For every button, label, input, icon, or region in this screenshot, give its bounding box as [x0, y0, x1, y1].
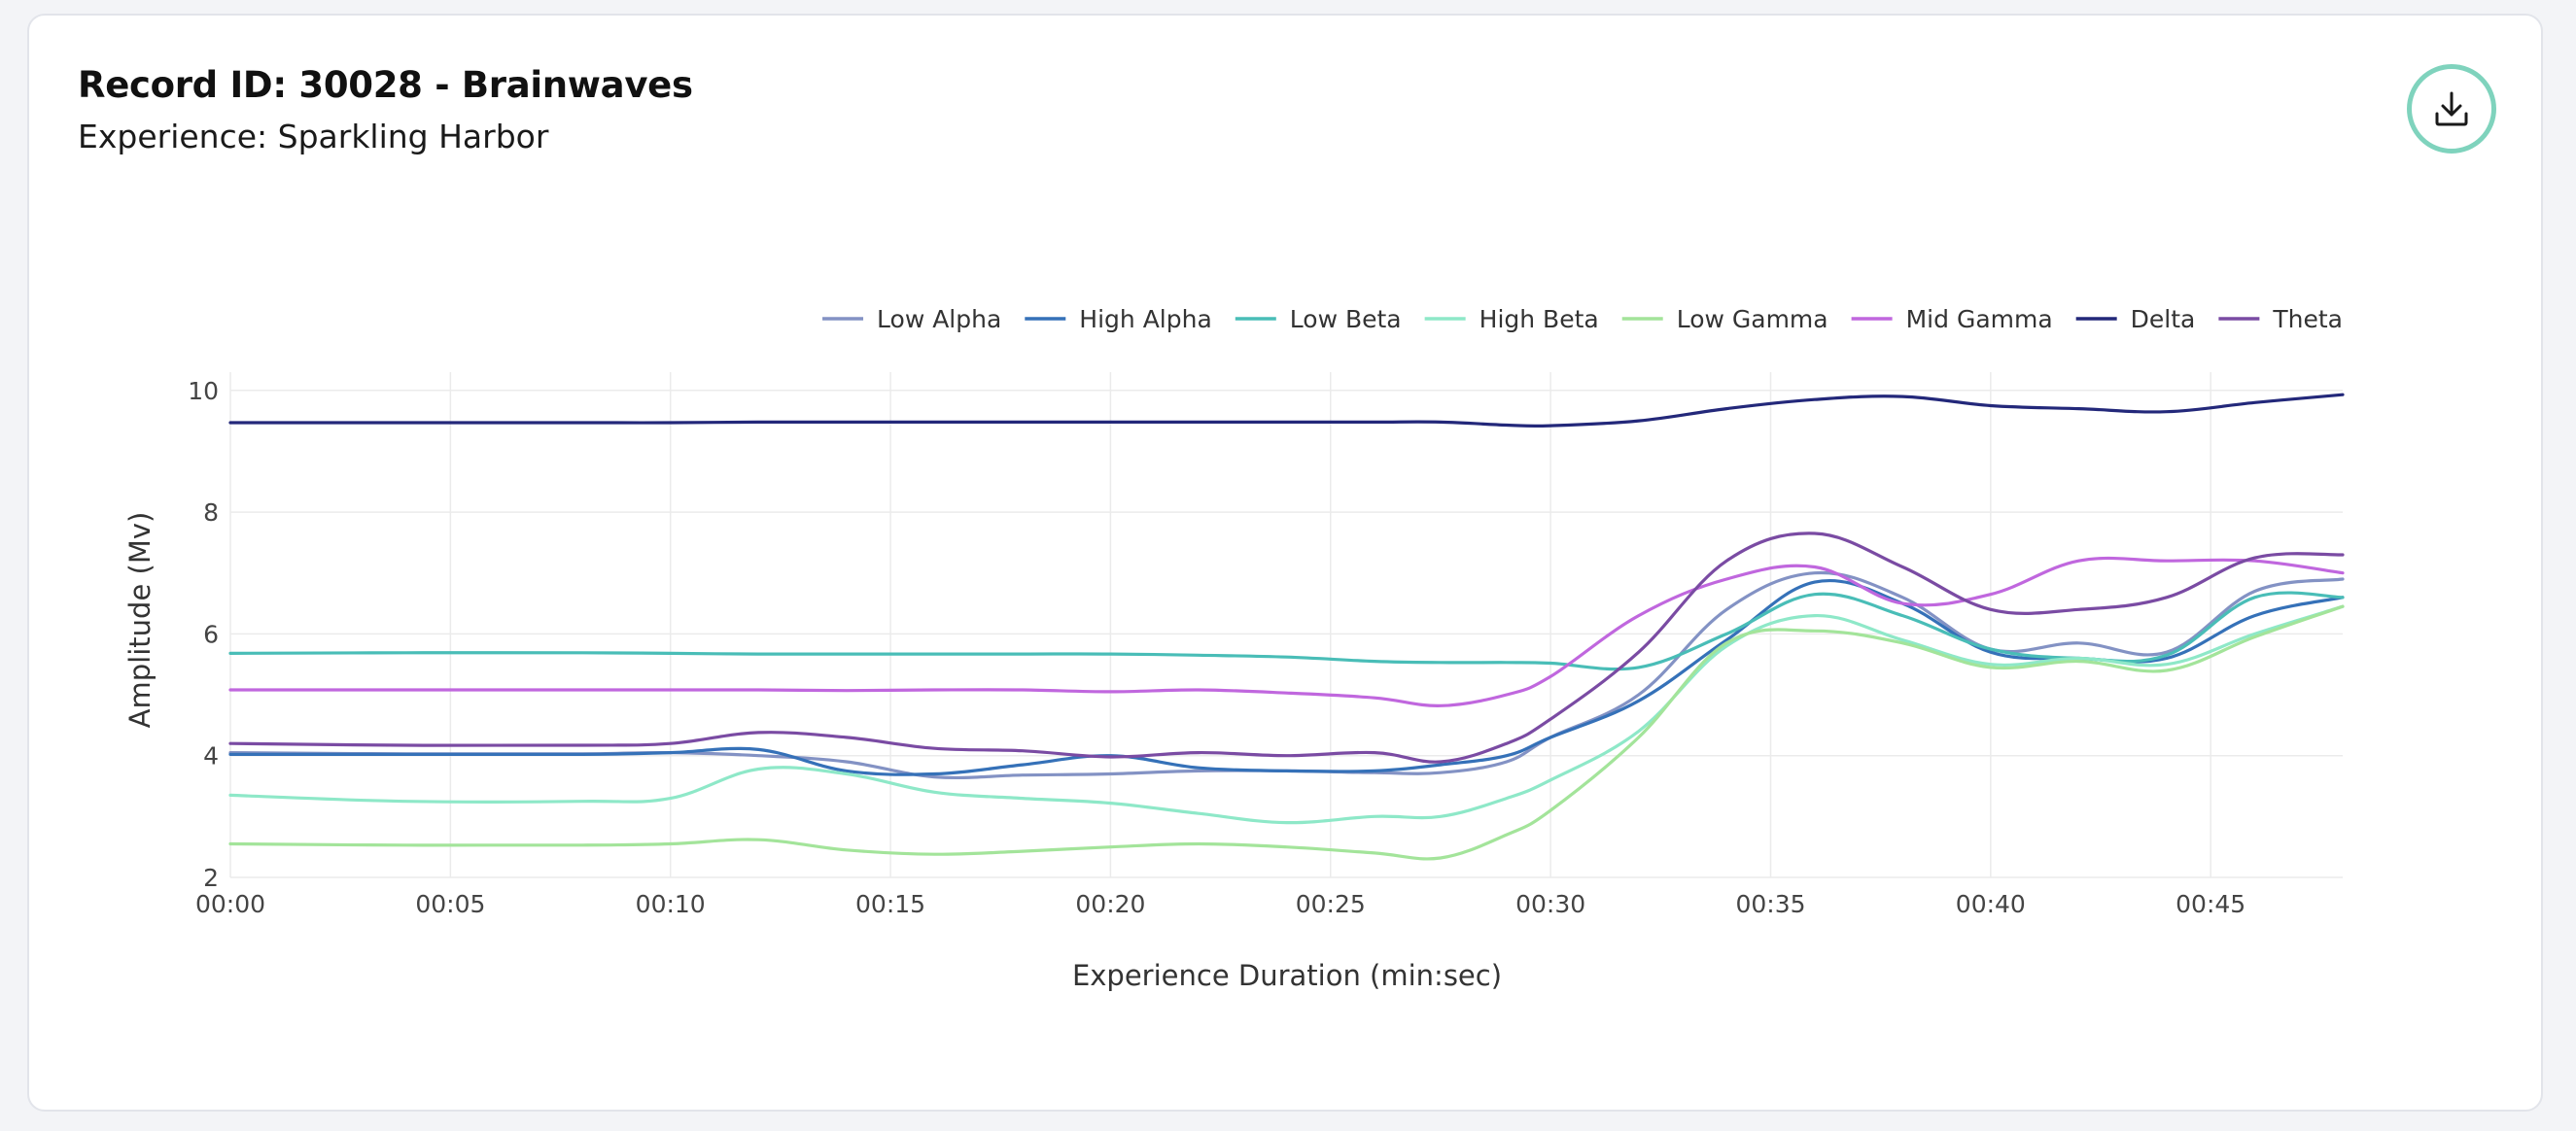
download-icon: [2435, 91, 2468, 126]
page-title: Record ID: 30028 - Brainwaves: [78, 64, 693, 106]
x-axis-title: Experience Duration (min:sec): [1072, 959, 1502, 992]
x-tick-label: 00:00: [195, 890, 265, 918]
legend-label: Delta: [2131, 305, 2196, 333]
chart-axes: 00:00 00:05 00:10 00:15 00:20 00:25 00:30 00:35…: [188, 377, 2245, 918]
legend-item[interactable]: Theta: [2218, 305, 2343, 333]
chart-card: Record ID: 30028 - Brainwaves Experience…: [27, 14, 2543, 1112]
x-tick-label: 00:05: [415, 890, 485, 918]
y-tick-label: 4: [203, 742, 219, 771]
brainwaves-line-chart: 00:00 00:05 00:10 00:15 00:20 00:25 00:30 00:35…: [123, 305, 2345, 992]
series-line-low-alpha: [228, 570, 2345, 780]
series-line-high-beta: [228, 604, 2345, 825]
y-tick-label: 2: [203, 864, 219, 892]
series-line-theta: [228, 531, 2345, 764]
x-tick-label: 00:40: [1956, 890, 2026, 918]
y-axis-title: Amplitude (Mv): [123, 512, 157, 729]
series-line-low-gamma: [228, 604, 2345, 861]
series-line-low-beta: [228, 591, 2345, 671]
x-tick-label: 00:35: [1735, 890, 1805, 918]
series-line-delta: [228, 393, 2345, 428]
x-tick-label: 00:10: [636, 890, 706, 918]
y-tick-label: 8: [203, 498, 219, 527]
x-tick-label: 00:30: [1515, 890, 1585, 918]
download-button[interactable]: [2407, 64, 2496, 154]
legend-label: Theta: [2272, 305, 2343, 333]
series-line-high-alpha: [228, 578, 2345, 776]
experience-subtitle: Experience: Sparkling Harbor: [78, 118, 549, 155]
legend-label: High Beta: [1479, 305, 1599, 333]
legend-label: High Alpha: [1079, 305, 1212, 333]
x-tick-label: 00:15: [855, 890, 925, 918]
legend-label: Low Alpha: [877, 305, 1001, 333]
series-line-mid-gamma: [228, 556, 2345, 707]
chart-series: [228, 393, 2345, 861]
legend-item[interactable]: Delta: [2075, 305, 2196, 333]
y-tick-label: 10: [188, 377, 219, 405]
chart-legend: Low Alpha High Alpha Low Beta High Beta Low …: [822, 305, 2343, 333]
x-tick-label: 00:25: [1296, 890, 1366, 918]
x-tick-label: 00:45: [2176, 890, 2245, 918]
legend-label: Low Gamma: [1677, 305, 1828, 333]
legend-label: Low Beta: [1290, 305, 1402, 333]
legend-item[interactable]: Low Alpha: [822, 305, 1001, 333]
legend-item[interactable]: Low Beta: [1235, 305, 1402, 333]
legend-item[interactable]: High Alpha: [1025, 305, 1212, 333]
legend-item[interactable]: High Beta: [1424, 305, 1599, 333]
legend-item[interactable]: Low Gamma: [1621, 305, 1828, 333]
x-tick-label: 00:20: [1075, 890, 1145, 918]
y-tick-label: 6: [203, 620, 219, 648]
legend-item[interactable]: Mid Gamma: [1851, 305, 2053, 333]
legend-label: Mid Gamma: [1906, 305, 2053, 333]
